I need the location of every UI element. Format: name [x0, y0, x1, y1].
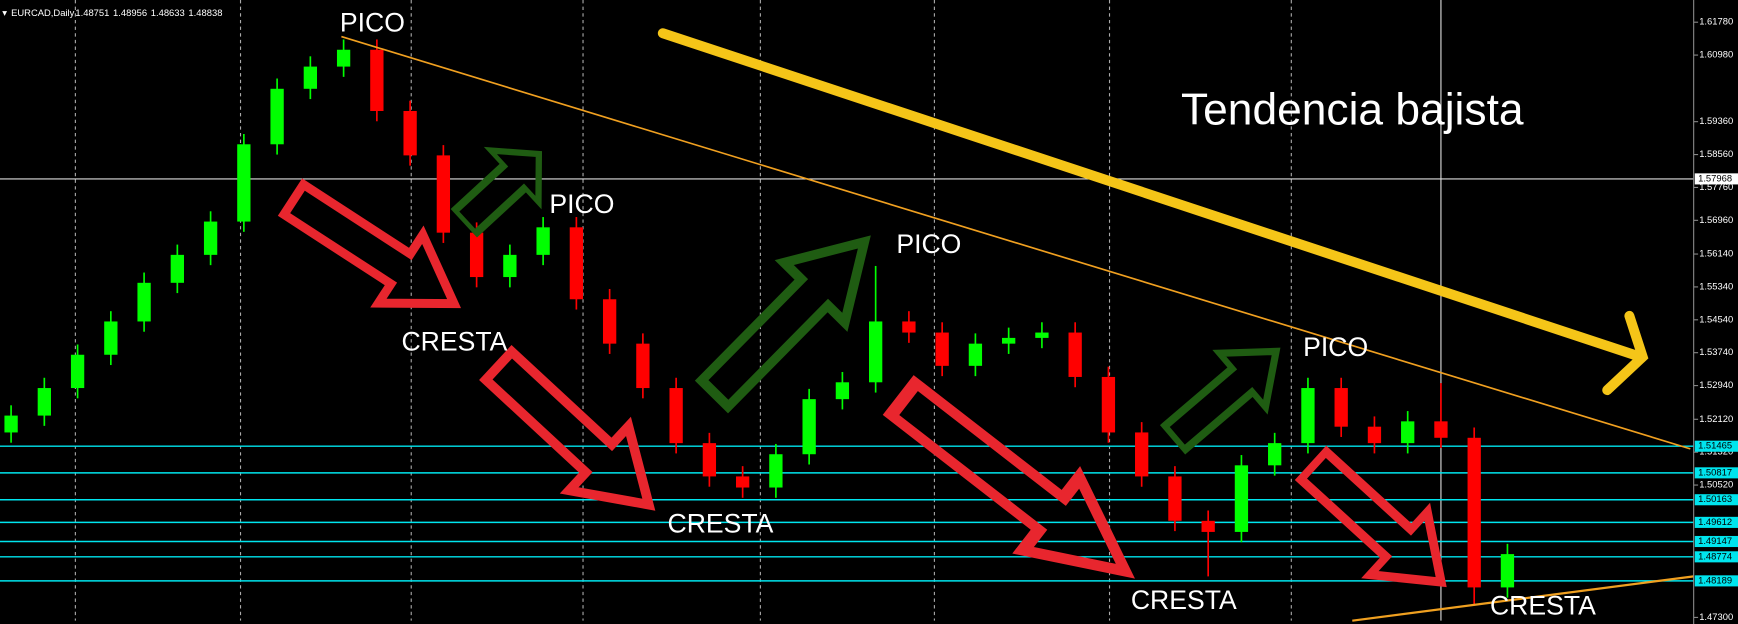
candle-body	[935, 332, 949, 366]
candle-body	[1168, 476, 1182, 521]
level-label: 1.50163	[1698, 493, 1732, 504]
candle-body	[170, 254, 184, 283]
trend-arrow	[657, 28, 1649, 396]
candle-body	[1268, 443, 1282, 466]
symbol: EURCAD,Daily	[11, 7, 75, 18]
arrows	[277, 146, 1447, 588]
candle-body	[902, 321, 916, 333]
level-label: 1.49147	[1698, 535, 1732, 546]
level-tag	[1694, 551, 1738, 563]
y-tick-label: 1.56140	[1699, 248, 1733, 259]
header-value: 1.48956	[113, 7, 147, 18]
candle-body	[1068, 332, 1082, 377]
trough-label: CRESTA	[1131, 585, 1237, 615]
candle-body	[4, 415, 18, 433]
level-tag	[1694, 535, 1738, 548]
candle-body	[802, 399, 816, 455]
candle-body	[1234, 465, 1249, 532]
y-tick-label: 1.52940	[1699, 379, 1733, 390]
level-tag	[1694, 440, 1738, 452]
level-label: 1.50817	[1698, 466, 1732, 477]
candle-body	[70, 354, 85, 389]
y-tick-label: 1.58560	[1699, 148, 1733, 159]
level-label: 1.48774	[1698, 550, 1732, 561]
y-tick-label: 1.54540	[1699, 313, 1733, 324]
candle-body	[370, 49, 384, 111]
level-tag	[1694, 494, 1738, 506]
candle-body	[1434, 421, 1448, 438]
candle-body	[1135, 432, 1149, 477]
candle-body	[1334, 388, 1348, 427]
candle-body	[536, 227, 550, 255]
y-tick-label: 1.59360	[1699, 115, 1733, 126]
candle-body	[869, 321, 883, 383]
candle-body	[735, 476, 750, 488]
y-tick-label: 1.53740	[1699, 346, 1733, 357]
candle-body	[1101, 376, 1116, 433]
y-tick-label: 1.50520	[1699, 479, 1733, 490]
level-tag	[1694, 467, 1738, 479]
candle-body	[669, 388, 683, 444]
candle-body	[1467, 437, 1481, 588]
y-tick-label: 1.47300	[1699, 611, 1733, 622]
candle-body	[702, 443, 717, 477]
candle-body	[968, 343, 983, 366]
candle-body	[137, 282, 151, 322]
candle-body	[1201, 520, 1215, 532]
candle-body	[469, 232, 484, 278]
level-tag	[1694, 516, 1738, 528]
header-value: 1.48633	[151, 7, 185, 18]
menu-triangle: ▾	[2, 7, 7, 18]
y-tick-label: 1.60980	[1699, 49, 1733, 60]
candle-body	[835, 382, 850, 400]
price-axis	[1693, 0, 1738, 624]
trough-label: CRESTA	[401, 327, 507, 357]
candle-body	[436, 155, 451, 233]
level-label: 1.51465	[1698, 440, 1732, 451]
support-line	[1352, 575, 1694, 622]
crosshair-label: 1.57968	[1698, 172, 1732, 183]
candle-body	[237, 144, 251, 222]
candle-body	[602, 299, 617, 344]
candle-body	[270, 88, 284, 145]
candle-body	[1367, 426, 1382, 444]
candle-body	[104, 321, 118, 355]
candle-body	[636, 343, 650, 389]
candle-body	[1401, 421, 1415, 444]
y-tick-label: 1.57760	[1699, 181, 1733, 192]
level-tag	[1694, 575, 1738, 587]
y-tick-label: 1.61780	[1699, 16, 1733, 27]
candle-body	[1002, 337, 1016, 344]
candle-body	[403, 110, 417, 156]
header-value: 1.48751	[75, 7, 109, 18]
trough-label: CRESTA	[1490, 590, 1596, 620]
trend-line	[341, 35, 1691, 450]
chart-title: Tendencia bajista	[1181, 86, 1524, 135]
candle-body	[503, 254, 517, 278]
trough-label: CRESTA	[668, 508, 774, 538]
y-tick-label: 1.52120	[1699, 413, 1733, 424]
candle-body	[37, 388, 51, 416]
candle-body	[336, 49, 351, 67]
y-tick-label: 1.55340	[1699, 280, 1733, 291]
candle-body	[569, 227, 584, 300]
peak-label: PICO	[549, 189, 614, 219]
y-tick-label: 1.56960	[1699, 214, 1733, 225]
level-label: 1.49612	[1698, 516, 1732, 527]
candle-body	[1301, 388, 1315, 444]
peak-label: PICO	[1303, 332, 1368, 362]
peak-label: PICO	[340, 7, 405, 37]
candle-body	[1500, 554, 1515, 588]
candle-body	[303, 66, 318, 89]
peak-label: PICO	[896, 229, 961, 259]
candle-body	[1035, 332, 1049, 338]
crosshair-tag	[1694, 173, 1738, 185]
header-value: 1.48838	[188, 7, 222, 18]
candle-body	[769, 454, 783, 488]
candle-body	[203, 221, 218, 255]
level-label: 1.48189	[1698, 574, 1732, 585]
